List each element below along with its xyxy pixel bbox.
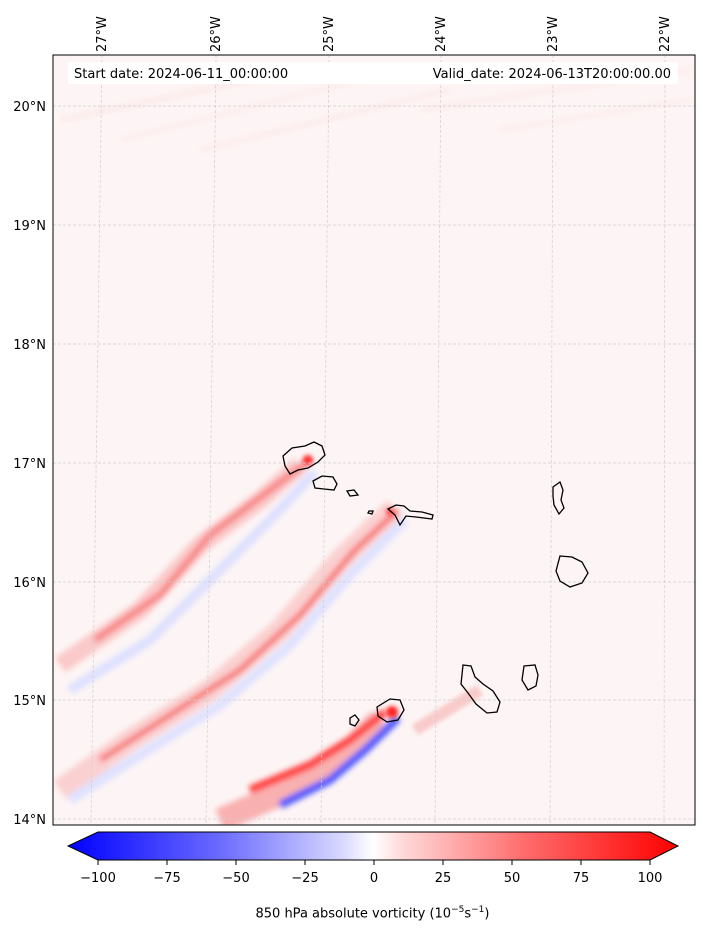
island-santo-antao (282, 441, 326, 475)
colorbar-tick-label: 50 (504, 871, 521, 886)
colorbar-bar (66, 831, 680, 861)
latitude-ticks: 20°N 19°N 18°N 17°N 16°N 15°N 14°N (13, 100, 46, 828)
island-fogo (376, 698, 405, 723)
colorbar-tick-label: −25 (291, 871, 318, 886)
valid-date-label: Valid_date: 2024-06-13T20:00:00.00 (433, 67, 671, 82)
island-santa-luzia (345, 489, 360, 497)
colorbar-tick-label: −50 (222, 871, 249, 886)
island-boa-vista (555, 555, 589, 588)
island-sao-vicente (312, 475, 338, 491)
colorbar: −100 −75 −50 −25 0 25 50 75 100 (66, 831, 680, 886)
lon-tick: 22°W (658, 16, 673, 52)
island-maio (521, 664, 539, 691)
colorbar-tick-label: 75 (573, 871, 590, 886)
map-frame (52, 54, 696, 826)
lon-tick: 23°W (546, 16, 561, 52)
island-santiago (460, 664, 501, 714)
colorbar-tick-label: 25 (435, 871, 452, 886)
lat-tick: 16°N (13, 576, 46, 591)
lon-tick: 24°W (434, 16, 449, 52)
colorbar-tick-label: −75 (153, 871, 180, 886)
lat-tick: 20°N (13, 100, 46, 115)
colorbar-tick-label: −100 (80, 871, 116, 886)
colorbar-tick-label: 0 (370, 871, 378, 886)
graticule (53, 55, 695, 825)
lat-tick: 14°N (13, 813, 46, 828)
lat-tick: 17°N (13, 457, 46, 472)
coastlines (282, 441, 589, 727)
lon-tick: 26°W (209, 16, 224, 52)
island-branco (367, 510, 374, 515)
longitude-ticks: 27°W 26°W 25°W 24°W 23°W 22°W (95, 16, 673, 52)
lat-tick: 19°N (13, 219, 46, 234)
lon-tick: 27°W (95, 16, 110, 52)
start-date-label: Start date: 2024-06-11_00:00:00 (74, 67, 288, 82)
lat-tick: 15°N (13, 694, 46, 709)
island-sal (552, 480, 565, 516)
vorticity-field (53, 55, 695, 825)
header-banner (68, 62, 678, 84)
lon-tick: 25°W (322, 16, 337, 52)
island-sao-nicolau (386, 504, 434, 527)
colorbar-ticks: −100 −75 −50 −25 0 25 50 75 100 (80, 860, 662, 886)
island-brava (349, 714, 360, 727)
lat-tick: 18°N (13, 338, 46, 353)
colorbar-tick-label: 100 (638, 871, 663, 886)
colorbar-label: 850 hPa absolute vorticity (10−5s−1) (255, 905, 490, 922)
